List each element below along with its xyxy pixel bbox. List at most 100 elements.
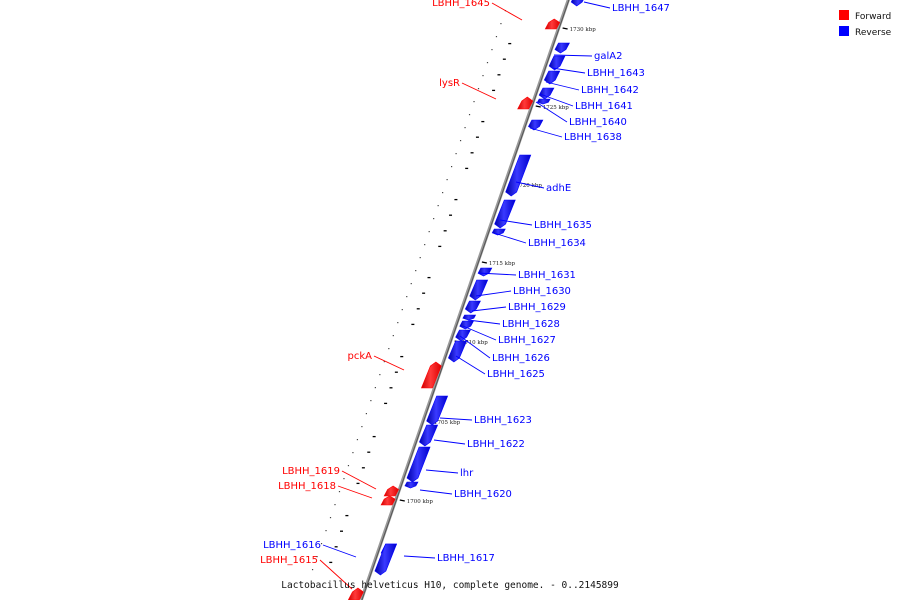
gene-lbhh_1642[interactable] <box>543 70 561 85</box>
gene-label[interactable]: LBHH_1627 <box>498 335 556 346</box>
gene-lbhh_1643[interactable] <box>548 55 566 71</box>
gene-label[interactable]: LBHH_1635 <box>534 220 592 231</box>
gene-label[interactable]: LBHH_1641 <box>575 101 633 112</box>
tick-label: 1700 kbp <box>407 499 434 505</box>
gene-lbhh_1641[interactable] <box>538 87 555 100</box>
gene-label-leader <box>539 93 574 107</box>
position-dot <box>482 75 484 77</box>
legend: Forward Reverse <box>839 10 892 38</box>
position-dot <box>316 556 318 558</box>
position-dot <box>442 192 444 194</box>
gene-label[interactable]: LBHH_1616 <box>263 540 321 551</box>
gene-label-leader <box>467 319 501 325</box>
gene-lbhh_1617[interactable] <box>374 543 398 576</box>
position-dot <box>410 283 412 285</box>
gene-lbhh_1640[interactable] <box>536 98 551 105</box>
tick-mark <box>399 499 405 502</box>
gene-label[interactable]: pckA <box>348 351 373 362</box>
position-dot <box>491 49 493 51</box>
position-dot <box>329 517 332 519</box>
gene-pcka[interactable] <box>420 361 442 389</box>
gene-label[interactable]: LBHH_1638 <box>564 132 622 143</box>
gene-label[interactable]: LBHH_1626 <box>492 353 550 364</box>
gene-lbhh_1622[interactable] <box>419 424 439 447</box>
gene-label[interactable]: LBHH_1640 <box>569 117 627 128</box>
gene-label[interactable]: LBHH_1623 <box>474 415 532 426</box>
gene-label[interactable]: LBHH_1629 <box>508 302 566 313</box>
position-dot <box>374 387 376 389</box>
tick-label: 1705 kbp <box>434 420 461 426</box>
gene-label[interactable]: lhr <box>460 468 474 479</box>
gene-label[interactable]: galA2 <box>594 51 622 62</box>
gene-lbhh_1625[interactable] <box>448 340 468 363</box>
gene-lbhh_1635[interactable] <box>494 199 516 229</box>
gene-lbhh_1628[interactable] <box>462 314 477 321</box>
gene-label[interactable]: LBHH_1643 <box>587 68 645 79</box>
position-dot <box>343 478 345 480</box>
position-dot <box>446 179 448 181</box>
position-dot <box>320 543 323 545</box>
gene-lbhh_1638[interactable] <box>528 119 544 131</box>
gene-label-leader <box>471 306 507 312</box>
gene-label-leader <box>461 82 497 100</box>
gene-label[interactable]: LBHH_1631 <box>518 270 576 281</box>
gene-label-leader <box>551 67 586 74</box>
gene-lbhh_1630[interactable] <box>469 279 489 301</box>
gene-label[interactable]: LBHH_1645 <box>432 0 490 9</box>
gene-label-leader <box>341 470 377 490</box>
gene-lbhh_1631[interactable] <box>477 267 493 277</box>
position-dot <box>477 88 480 90</box>
gene-label-leader <box>425 469 459 474</box>
gene-lbhh_1627[interactable] <box>459 320 475 330</box>
position-dot <box>428 231 430 233</box>
gene-label-leader <box>403 555 436 559</box>
gene-label[interactable]: LBHH_1617 <box>437 553 495 564</box>
gene-gala2[interactable] <box>554 42 570 54</box>
gene-label-leader <box>499 219 533 226</box>
gene-label[interactable]: LBHH_1618 <box>278 481 336 492</box>
gene-label[interactable]: lysR <box>439 78 460 89</box>
gene-label-leader <box>529 127 563 138</box>
gene-label-leader <box>419 489 453 495</box>
position-dot <box>388 348 390 350</box>
gene-label[interactable]: LBHH_1628 <box>502 319 560 330</box>
gene-label[interactable]: LBHH_1630 <box>513 286 571 297</box>
position-dot <box>451 166 453 168</box>
gene-lysr[interactable] <box>517 96 534 110</box>
position-dot <box>459 140 462 142</box>
gene-lbhh_1647[interactable] <box>570 0 586 7</box>
gene-lbhh_1615[interactable] <box>347 587 364 600</box>
gene-lbhh_1623[interactable] <box>426 395 449 426</box>
backbone-line <box>359 0 570 600</box>
gene-label[interactable]: LBHH_1634 <box>528 238 586 249</box>
gene-lbhh_1618[interactable] <box>380 495 396 506</box>
gene-label[interactable]: LBHH_1642 <box>581 85 639 96</box>
position-dot <box>424 244 426 246</box>
gene-label-leader <box>477 272 517 276</box>
position-dot <box>361 426 363 428</box>
position-dot <box>464 127 466 129</box>
gene-label-leader <box>319 559 353 590</box>
legend-forward-swatch <box>839 10 849 20</box>
map-caption: Lactobacillus helveticus H10, complete g… <box>281 580 619 591</box>
gene-lbhh_1620[interactable] <box>404 481 419 489</box>
gene-adhe[interactable] <box>505 154 532 197</box>
gene-label[interactable]: LBHH_1622 <box>467 439 525 450</box>
gene-label[interactable]: adhE <box>546 183 571 194</box>
gene-label-leader <box>583 1 611 9</box>
gene-label-leader <box>373 355 405 371</box>
position-dot <box>311 569 314 571</box>
gene-label[interactable]: LBHH_1625 <box>487 369 545 380</box>
gene-label-leader <box>337 485 373 499</box>
gene-lbhh_1645[interactable] <box>544 18 561 30</box>
tick-label: 1720 kbp <box>516 183 543 189</box>
position-dot <box>392 335 394 337</box>
gene-label[interactable]: LBHH_1615 <box>260 555 318 566</box>
gene-lhr[interactable] <box>406 446 431 483</box>
gene-label-leader <box>439 417 473 421</box>
gene-label[interactable]: LBHH_1620 <box>454 489 512 500</box>
gene-label[interactable]: LBHH_1647 <box>612 3 670 14</box>
position-dot <box>397 322 399 324</box>
gene-label[interactable]: LBHH_1619 <box>282 466 340 477</box>
position-dot <box>365 413 367 415</box>
